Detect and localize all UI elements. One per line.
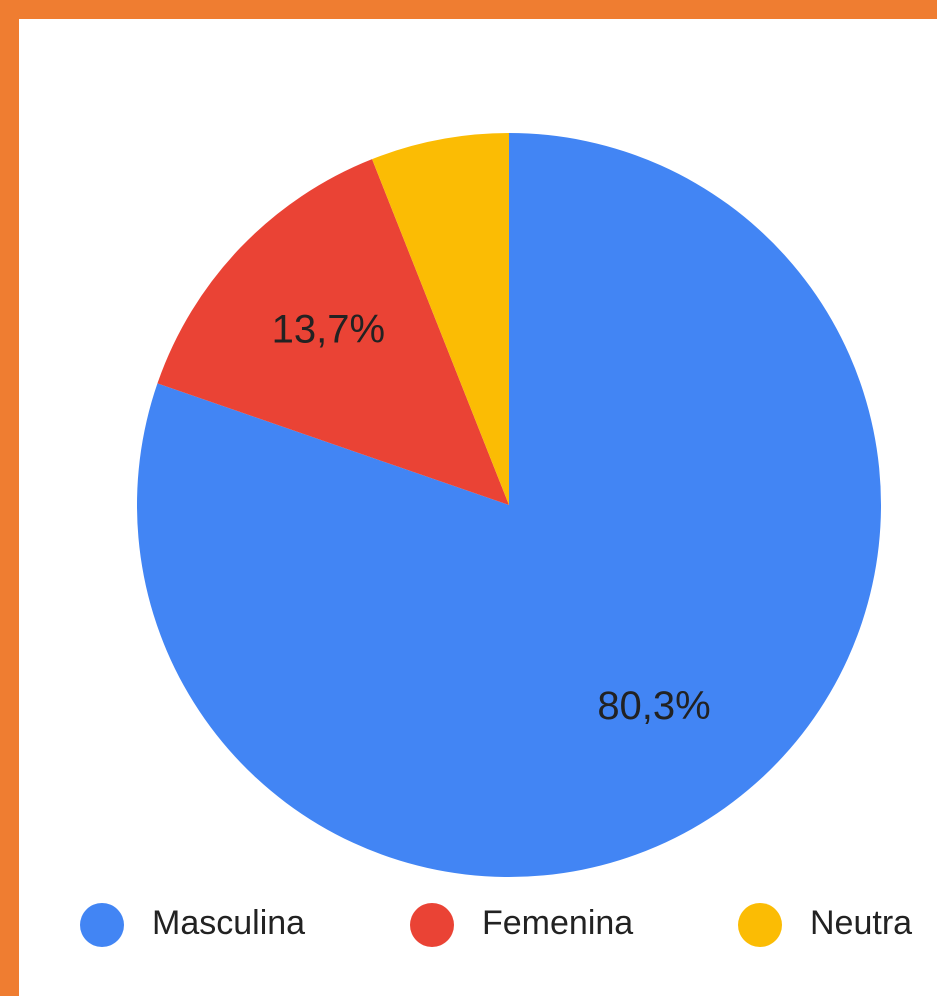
legend-label: Masculina — [152, 904, 305, 942]
legend-label: Femenina — [482, 904, 633, 942]
pie-slice — [157, 159, 510, 505]
legend-swatch — [410, 903, 454, 947]
legend-swatch — [738, 903, 782, 947]
pie-slice — [372, 133, 509, 505]
value-label: 80,3% — [597, 684, 710, 728]
legend-swatch — [80, 903, 124, 947]
legend-label: Neutra — [810, 904, 912, 942]
pie-slice — [136, 133, 881, 877]
value-label: 13,7% — [272, 308, 385, 352]
